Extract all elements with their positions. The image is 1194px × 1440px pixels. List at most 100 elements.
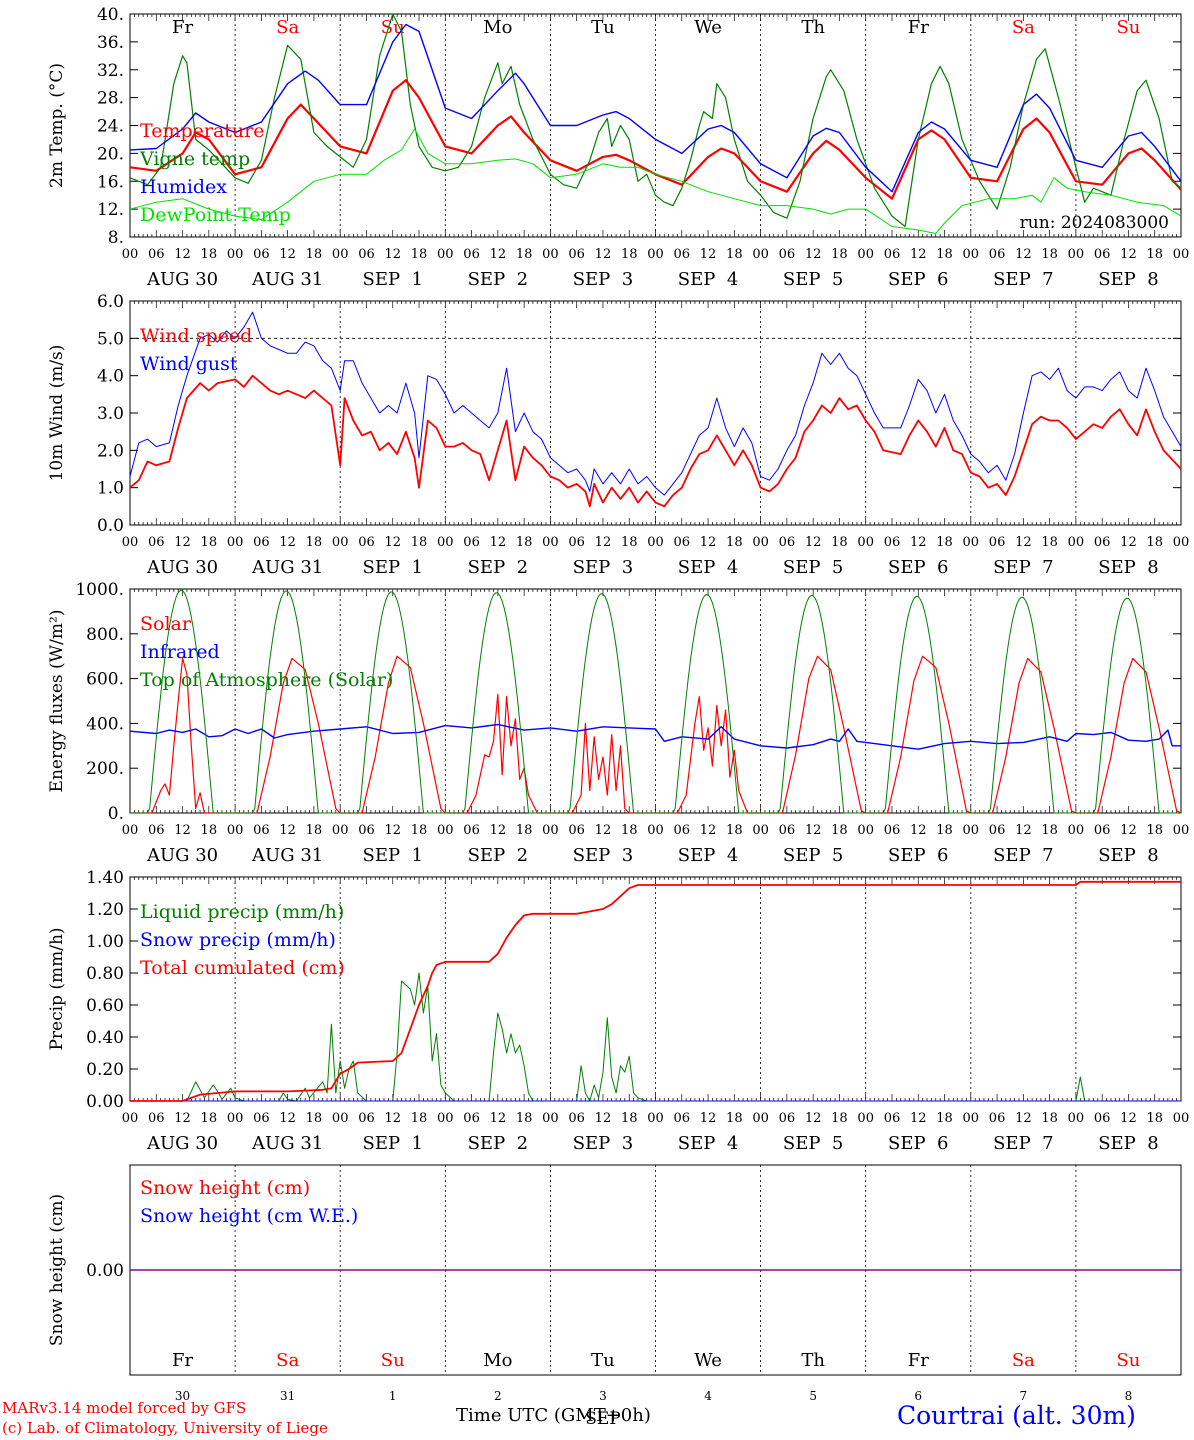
hour-tick-label: 00 [542, 247, 559, 262]
hour-tick-label: 12 [279, 535, 296, 550]
date-label: AUG 31 [251, 1133, 323, 1154]
hour-tick-label: 00 [227, 247, 244, 262]
hour-tick-label: 00 [437, 535, 454, 550]
hour-tick-label: 12 [1120, 535, 1137, 550]
hour-tick-label: 00 [332, 823, 349, 838]
hour-tick-label: 00 [647, 823, 664, 838]
y-tick-label: 28. [97, 89, 124, 109]
date-label: SEP 8 [1098, 269, 1158, 290]
date-label: SEP 7 [993, 269, 1053, 290]
y-tick-label: 36. [97, 33, 124, 53]
hour-tick-label: 12 [595, 823, 612, 838]
hour-tick-label: 06 [779, 823, 796, 838]
hour-tick-label: 06 [674, 1111, 691, 1126]
y-tick-label: 600. [86, 670, 124, 690]
hour-tick-label: 00 [437, 823, 454, 838]
day-number-label: 6 [914, 1389, 922, 1403]
hour-tick-label: 06 [358, 247, 375, 262]
y-tick-label: 0.40 [86, 1028, 124, 1048]
y-tick-label: 5.0 [97, 329, 124, 349]
hour-tick-label: 18 [516, 247, 533, 262]
hour-tick-label: 18 [411, 1111, 428, 1126]
hour-tick-label: 06 [463, 535, 480, 550]
date-label: SEP 4 [678, 269, 738, 290]
legend-entry: Snow precip (mm/h) [140, 929, 336, 951]
date-label: SEP 5 [783, 1133, 843, 1154]
hour-tick-label: 06 [463, 823, 480, 838]
hour-tick-label: 00 [1068, 823, 1085, 838]
legend-entry: Infrared [140, 641, 220, 663]
hour-tick-label: 12 [910, 535, 927, 550]
hour-tick-label: 00 [227, 535, 244, 550]
hour-tick-label: 12 [805, 535, 822, 550]
legend-entry: Snow height (cm W.E.) [140, 1205, 358, 1227]
hour-tick-label: 00 [1173, 247, 1190, 262]
day-number-label: 31 [280, 1389, 295, 1403]
series-line-wind-0 [129, 374, 1182, 508]
day-number-label: 8 [1125, 1389, 1133, 1403]
date-label: SEP 4 [678, 557, 738, 578]
hour-tick-label: 06 [674, 247, 691, 262]
day-number-label: 3 [599, 1389, 607, 1403]
hour-tick-label: 06 [463, 247, 480, 262]
date-label: SEP 3 [573, 1133, 633, 1154]
y-tick-label: 32. [97, 61, 124, 81]
day-of-week-label: Th [801, 1350, 825, 1371]
date-label: SEP 1 [363, 1133, 423, 1154]
hour-tick-label: 06 [884, 1111, 901, 1126]
date-label: AUG 31 [251, 269, 323, 290]
hour-tick-label: 18 [726, 1111, 743, 1126]
hour-tick-label: 12 [490, 247, 507, 262]
hour-tick-label: 12 [805, 1111, 822, 1126]
y-tick-label: 0.80 [86, 964, 124, 984]
hour-tick-label: 12 [279, 1111, 296, 1126]
y-tick-label: 0.20 [86, 1060, 124, 1080]
model-credit: MARv3.14 model forced by GFS [2, 1399, 247, 1417]
hour-tick-label: 06 [779, 1111, 796, 1126]
hour-tick-label: 06 [674, 823, 691, 838]
y-tick-label: 0. [108, 804, 124, 824]
hour-tick-label: 18 [621, 823, 638, 838]
hour-tick-label: 12 [384, 1111, 401, 1126]
y-tick-label: 400. [86, 714, 124, 734]
y-tick-label: 1.40 [86, 868, 124, 888]
hour-tick-label: 12 [805, 823, 822, 838]
day-of-week-label: Sa [1012, 1350, 1035, 1371]
hour-tick-label: 18 [411, 247, 428, 262]
hour-tick-label: 18 [411, 823, 428, 838]
lab-credit: (c) Lab. of Climatology, University of L… [2, 1419, 328, 1437]
date-label: SEP 5 [783, 557, 843, 578]
hour-tick-label: 06 [674, 535, 691, 550]
series-line-precip-2 [130, 880, 1181, 1102]
hour-tick-label: 18 [936, 247, 953, 262]
legend-entry: Wind speed [140, 325, 252, 347]
location-label: Courtrai (alt. 30m) [897, 1401, 1136, 1430]
hour-tick-label: 12 [700, 1111, 717, 1126]
hour-tick-label: 18 [831, 535, 848, 550]
y-axis-label: 2m Temp. (°C) [47, 63, 67, 188]
legend-entry: Solar [140, 613, 192, 635]
series-line-wind-1 [129, 311, 1182, 496]
hour-tick-label: 12 [910, 1111, 927, 1126]
hour-tick-label: 18 [306, 823, 323, 838]
y-axis-label: Energy fluxes (W/m²) [47, 610, 67, 793]
hour-tick-label: 18 [201, 247, 218, 262]
hour-tick-label: 00 [1173, 1111, 1190, 1126]
hour-tick-label: 12 [595, 1111, 612, 1126]
y-tick-label: 8. [108, 228, 124, 248]
hour-tick-label: 18 [621, 535, 638, 550]
series-line-energy-2 [130, 589, 1181, 814]
legend-entry: Liquid precip (mm/h) [140, 901, 344, 923]
hour-tick-label: 18 [726, 247, 743, 262]
day-of-week-label: We [694, 1350, 722, 1371]
hour-tick-label: 00 [437, 247, 454, 262]
legend-entry: Vigne temp [139, 148, 250, 170]
hour-tick-label: 06 [253, 535, 270, 550]
hour-tick-label: 18 [1041, 1111, 1058, 1126]
hour-tick-label: 12 [384, 823, 401, 838]
date-label: SEP 7 [993, 845, 1053, 866]
day-of-week-label: Su [1116, 1350, 1140, 1371]
date-label: SEP 5 [783, 269, 843, 290]
hour-tick-label: 06 [884, 535, 901, 550]
